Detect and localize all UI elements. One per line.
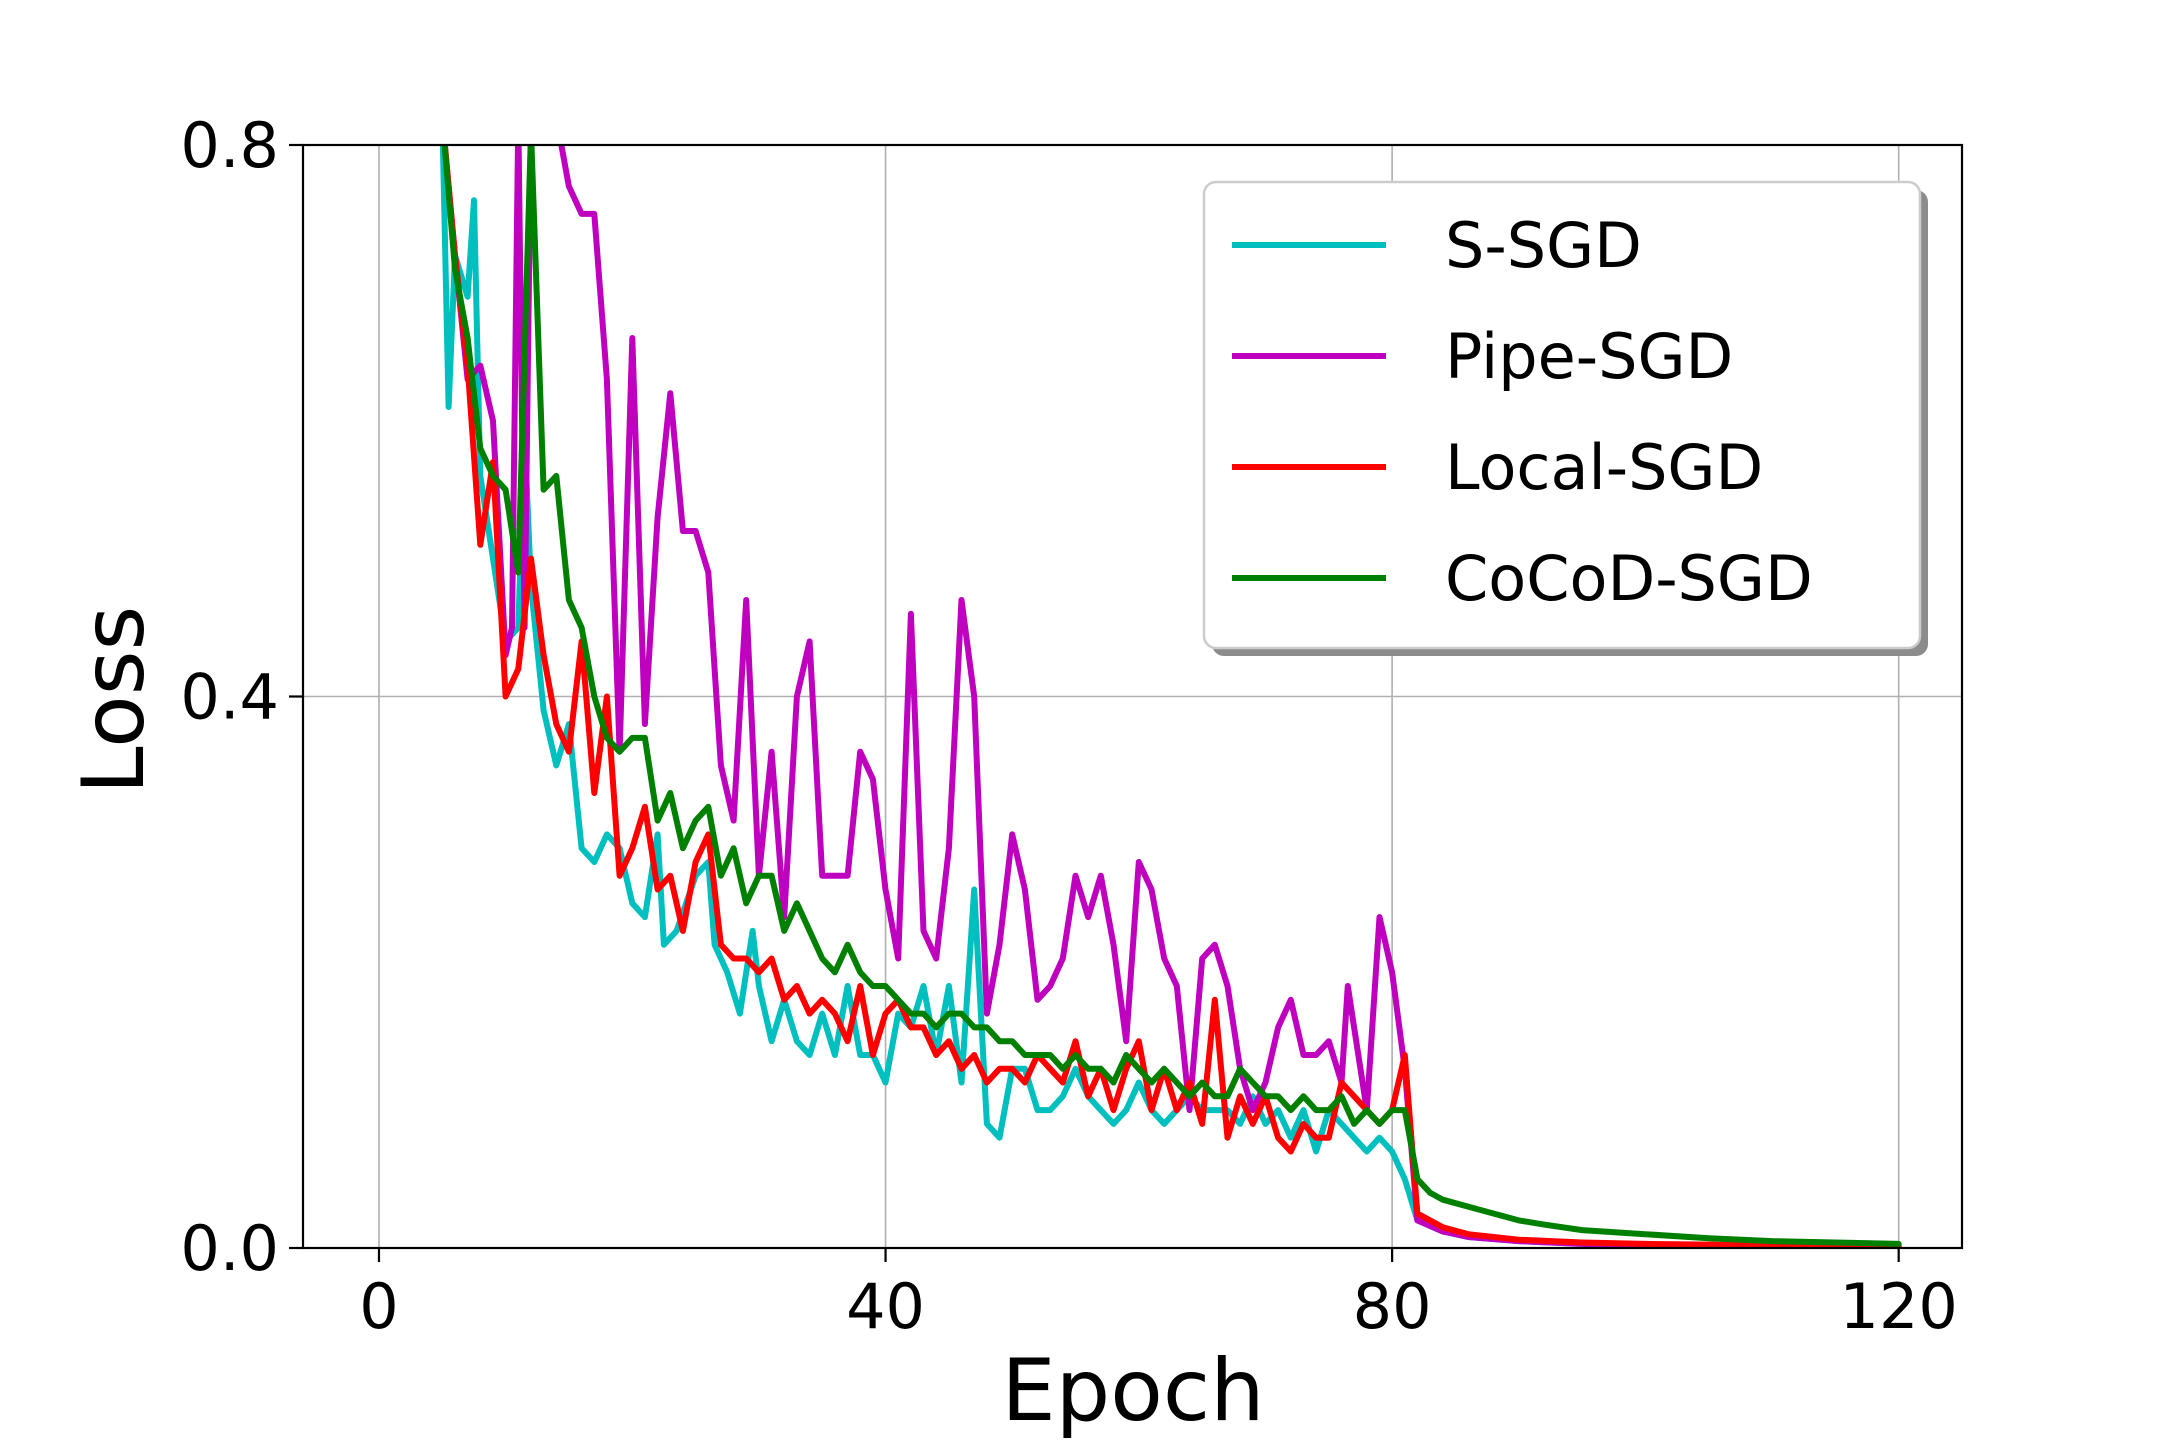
axis-ticks: 0 40 80 120 0.0 0.4 0.8 — [180, 109, 1957, 1343]
x-tick-label: 120 — [1840, 1270, 1958, 1343]
x-tick-label: 40 — [846, 1270, 925, 1343]
y-tick-label: 0.4 — [180, 661, 279, 734]
y-tick-label: 0.0 — [180, 1212, 279, 1285]
legend-label-s-sgd: S-SGD — [1445, 209, 1642, 282]
series-line-local-sgd — [441, 145, 1902, 1248]
series-line-cocod-sgd — [441, 145, 1902, 1247]
legend-box — [1202, 180, 1922, 650]
legend: S-SGD Pipe-SGD Local-SGD CoCoD-SGD — [1202, 180, 1928, 656]
y-tick-label: 0.8 — [180, 109, 279, 182]
legend-label-local-sgd: Local-SGD — [1445, 431, 1763, 504]
series-line-pipe-sgd — [441, 145, 1902, 1248]
x-tick-label: 0 — [359, 1270, 398, 1343]
x-tick-label: 80 — [1353, 1270, 1432, 1343]
legend-label-cocod-sgd: CoCoD-SGD — [1445, 542, 1813, 615]
x-axis-label: Epoch — [1001, 1341, 1264, 1440]
legend-items: S-SGD Pipe-SGD Local-SGD CoCoD-SGD — [1232, 209, 1813, 615]
y-axis-label: Loss — [64, 606, 164, 795]
series-layer — [439, 145, 1902, 1248]
legend-label-pipe-sgd: Pipe-SGD — [1445, 320, 1733, 393]
